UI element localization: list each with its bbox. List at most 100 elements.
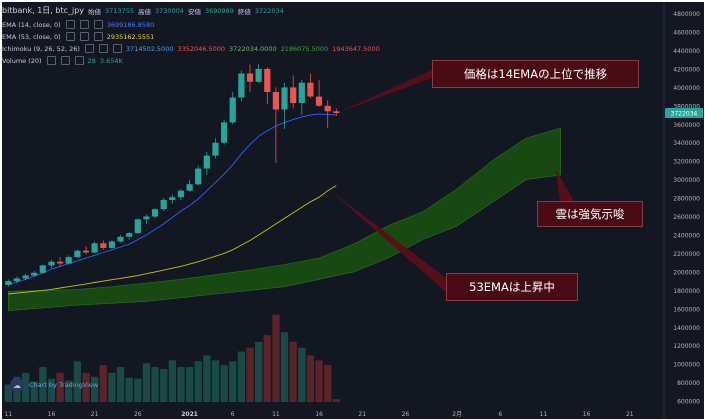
candle-body [82, 250, 90, 253]
y-tick-label: 4600000 [673, 30, 700, 37]
y-tick-label: 2400000 [673, 233, 700, 240]
x-tick-label: 11 [540, 411, 548, 418]
y-tick-label: 3800000 [673, 103, 700, 110]
candle-body [290, 87, 297, 104]
price-axis: 600000 800000 1000000 1200000 1400000 1600000… [673, 11, 700, 406]
volume-bar [298, 347, 306, 402]
ohlc-high-value: 3730004 [154, 6, 184, 15]
ohlc-low-label: 安値 [187, 7, 201, 16]
ichimoku-value-1: 3714502.5000 [125, 44, 174, 53]
candle-body [5, 281, 12, 285]
y-tick-label: 4800000 [673, 11, 700, 18]
volume-bar [186, 367, 194, 402]
y-tick-label: 1000000 [673, 362, 700, 369]
candle-body [151, 209, 159, 217]
tradingview-watermark[interactable]: ☁ Chart by TradingView [10, 378, 98, 392]
last-price-box [665, 108, 703, 118]
volume-legend-name: Volume (20) [2, 56, 42, 65]
ichimoku-value-4: 2186075.5000 [280, 44, 329, 53]
x-tick-label: 6 [231, 411, 235, 418]
last-price-label: 3722034 [671, 111, 698, 118]
symbol-label[interactable]: bitbank, 1日, btc_jpy [2, 6, 85, 15]
legend-ema14[interactable]: EMA (14, close, 0) 3699186.8580 [2, 19, 154, 30]
candle-body [126, 233, 133, 237]
y-tick-label: 2600000 [673, 214, 700, 221]
volume-bar [177, 367, 185, 402]
candle-body [108, 241, 115, 248]
volume-bar [246, 347, 254, 402]
volume-bar [30, 381, 38, 402]
ema14-path [8, 113, 337, 286]
candle-body [91, 243, 98, 253]
volume-bar [4, 384, 12, 402]
ohlc-high-label: 高値 [137, 7, 151, 16]
ohlc-close-value: 3722034 [254, 6, 284, 15]
price-candles [5, 64, 340, 287]
candle-body [143, 216, 150, 220]
volume-bar [82, 372, 90, 402]
close-icon[interactable] [74, 56, 84, 65]
pointer-ema53 [330, 190, 446, 292]
ema53-legend-value: 2935162.5551 [106, 32, 155, 41]
candle-body [48, 261, 55, 266]
price-axis-panel[interactable] [664, 2, 704, 406]
volume-bar [255, 341, 263, 402]
settings-icon[interactable] [79, 32, 89, 41]
eye-icon[interactable] [84, 44, 94, 53]
x-tick-label: 11 [272, 411, 280, 418]
settings-icon[interactable] [98, 44, 108, 53]
volume-bar [116, 367, 125, 402]
candle-body [246, 73, 254, 82]
volume-bar [151, 367, 159, 402]
x-tick-label: 11 [4, 411, 12, 418]
time-axis-panel[interactable] [2, 406, 704, 419]
volume-bar [315, 360, 323, 402]
volume-bar [229, 361, 237, 402]
candle-body [186, 184, 193, 191]
candle-body [195, 168, 202, 185]
legend-ichimoku[interactable]: Ichimoku (9, 26, 52, 26) 3714502.5000 33… [2, 43, 380, 54]
candle-body [264, 68, 271, 92]
eye-icon[interactable] [65, 20, 75, 29]
ichimoku-cloud [8, 127, 561, 312]
x-tick-label: 2月 [452, 411, 462, 418]
ema14-legend-name: EMA (14, close, 0) [2, 20, 61, 29]
volume-bar [22, 372, 30, 402]
ohlc-open-value: 3713755 [105, 6, 134, 15]
y-tick-label: 3400000 [673, 140, 700, 147]
legend-volume[interactable]: Volume (20) 28 3.654K [2, 55, 123, 66]
volume-bar [332, 399, 340, 402]
ohlc-close-label: 終値 [237, 7, 251, 16]
candle-body [281, 87, 288, 110]
symbol-header: bitbank, 1日, btc_jpy 始値 3713755 高値 37300… [2, 5, 284, 16]
candle-body [315, 96, 323, 106]
volume-bar [324, 365, 332, 402]
ichimoku-value-2: 3352046.5000 [177, 44, 226, 53]
candle-body [272, 92, 279, 110]
candle-body [100, 243, 107, 248]
candle-body [255, 68, 262, 82]
candle-body [229, 97, 236, 123]
candle-body [74, 250, 81, 258]
eye-icon[interactable] [65, 32, 75, 41]
candle-body [13, 278, 20, 282]
ema14-legend-value: 3699186.8580 [106, 20, 155, 29]
y-tick-label: 800000 [677, 380, 700, 387]
y-tick-label: 600000 [677, 399, 700, 406]
settings-icon[interactable] [60, 56, 70, 65]
volume-bar [203, 355, 211, 402]
settings-icon[interactable] [79, 20, 89, 29]
annotation-ema14: 価格は14EMAの上位で推移 [432, 60, 639, 88]
annotation-cloud: 雲は強気示唆 [537, 201, 643, 227]
ema14-line [8, 113, 337, 286]
legend-ema53[interactable]: EMA (53, close, 0) 2935162.5551 [2, 31, 154, 42]
x-tick-label: 21 [358, 411, 366, 418]
close-icon[interactable] [112, 44, 122, 53]
eye-icon[interactable] [46, 56, 56, 65]
close-icon[interactable] [93, 32, 103, 41]
annotation-ema53: 53EMAは上昇中 [446, 273, 578, 301]
volume-value-2: 3.654K [99, 56, 123, 65]
close-icon[interactable] [93, 20, 103, 29]
candle-body [65, 257, 72, 264]
